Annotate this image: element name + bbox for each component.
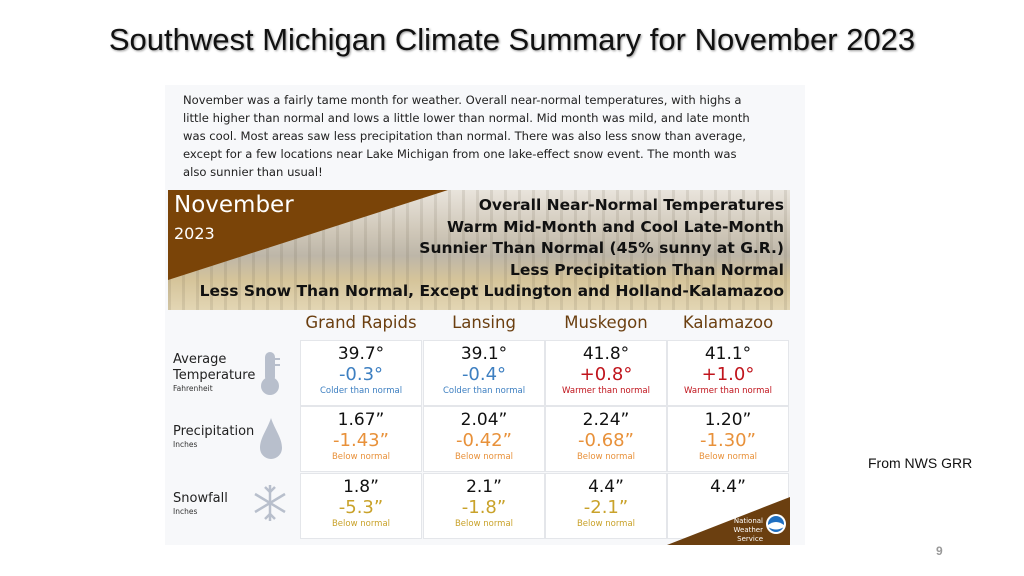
page-number: 9 <box>936 544 943 558</box>
intro-line: was cool. Most areas saw less precipitat… <box>183 129 746 143</box>
cell-note: Warmer than normal <box>562 386 650 396</box>
cell-note: Below normal <box>454 519 514 529</box>
intro-line: except for a few locations near Lake Mic… <box>183 147 737 161</box>
noaa-logo-icon <box>766 514 786 534</box>
cell-value: 39.7° <box>337 344 385 364</box>
nws-line1: National <box>733 517 763 525</box>
cell-value: 2.24” <box>582 410 630 430</box>
cell-value: 1.8” <box>343 477 379 497</box>
intro-paragraph: November was a fairly tame month for wea… <box>183 91 783 181</box>
row-unit: Inches <box>173 440 198 449</box>
column-header: Kalamazoo <box>682 313 774 332</box>
row-label: Snowfall Inches <box>173 491 228 516</box>
cell-value: 4.4” <box>588 477 624 497</box>
cell-note: Below normal <box>576 519 636 529</box>
table-cell: 41.1° +1.0° Warmer than normal <box>667 340 789 406</box>
slide-title: Southwest Michigan Climate Summary for N… <box>108 22 916 57</box>
row-label-text: Average <box>173 352 227 367</box>
cell-departure: -1.30” <box>700 430 756 451</box>
cell-note: Below normal <box>331 452 391 462</box>
row-unit: Inches <box>173 507 198 516</box>
cell-value: 2.1” <box>466 477 502 497</box>
table-cell: 1.67” -1.43” Below normal <box>300 406 422 472</box>
snowflake-icon <box>253 483 287 528</box>
cell-value: 41.1° <box>704 344 752 364</box>
cell-note: Below normal <box>698 452 758 462</box>
intro-line: also sunnier than usual! <box>183 165 323 179</box>
column-header: Muskegon <box>564 313 648 332</box>
cell-note: Below normal <box>331 519 391 529</box>
cell-value: 2.04” <box>460 410 508 430</box>
cell-note: Colder than normal <box>319 386 403 396</box>
cell-departure: -5.3” <box>338 497 384 518</box>
banner-headline: Sunnier Than Normal (45% sunny at G.R.) <box>419 239 784 257</box>
cell-departure: -0.68” <box>578 430 634 451</box>
table-cell: 39.1° -0.4° Colder than normal <box>423 340 545 406</box>
table-cell: 2.1” -1.8” Below normal <box>423 473 545 539</box>
cell-note: Below normal <box>454 452 514 462</box>
banner-year: 2023 <box>174 224 215 243</box>
cell-departure: +1.0° <box>701 364 755 385</box>
banner-month: November <box>174 192 294 218</box>
table-cell: 41.8° +0.8° Warmer than normal <box>545 340 667 406</box>
banner-headline: Less Snow Than Normal, Except Ludington … <box>199 282 784 300</box>
cell-value: 39.1° <box>460 344 508 364</box>
table-cell: 2.04” -0.42” Below normal <box>423 406 545 472</box>
column-header: Lansing <box>452 313 516 332</box>
nws-logo-text: National Weather Service <box>713 517 763 544</box>
table-cell: 2.24” -0.68” Below normal <box>545 406 667 472</box>
row-label: Precipitation Inches <box>173 424 254 449</box>
raindrop-icon <box>257 416 285 467</box>
source-note: From NWS GRR <box>868 455 973 471</box>
cell-departure: +0.8° <box>579 364 633 385</box>
cell-departure: -0.3° <box>338 364 384 385</box>
nws-line2: Weather Service <box>733 526 763 543</box>
thermometer-icon <box>257 350 283 401</box>
cell-value: 4.4” <box>710 477 746 497</box>
cell-departure: -1.8” <box>461 497 507 518</box>
column-header: Grand Rapids <box>305 313 417 332</box>
banner-headline: Overall Near-Normal Temperatures <box>478 196 784 214</box>
intro-line: little higher than normal and lows a lit… <box>183 111 750 125</box>
banner-headline: Warm Mid-Month and Cool Late-Month <box>446 217 784 236</box>
table-cell: 1.8” -5.3” Below normal <box>300 473 422 539</box>
cell-departure: -1.43” <box>333 430 389 451</box>
cell-note: Colder than normal <box>442 386 526 396</box>
cell-value: 1.67” <box>337 410 385 430</box>
row-label: Average Temperature Fahrenheit <box>173 352 255 393</box>
climate-summary-image: November was a fairly tame month for wea… <box>165 85 805 545</box>
cell-note: Warmer than normal <box>684 386 772 396</box>
table-cell: 1.20” -1.30” Below normal <box>667 406 789 472</box>
cell-departure: -0.42” <box>456 430 512 451</box>
cell-departure: -2.1” <box>583 497 629 518</box>
intro-line: November was a fairly tame month for wea… <box>183 93 742 107</box>
row-label-text: Snowfall <box>173 491 228 506</box>
table-cell: 4.4” -2.1” Below normal <box>545 473 667 539</box>
table-cell: 39.7° -0.3° Colder than normal <box>300 340 422 406</box>
row-label-text: Temperature <box>173 368 256 383</box>
headline-banner: November 2023 Overall Near-Normal Temper… <box>168 190 790 310</box>
cell-note: Below normal <box>576 452 636 462</box>
cell-value: 1.20” <box>704 410 752 430</box>
cell-value: 41.8° <box>582 344 630 364</box>
row-label-text: Precipitation <box>173 424 255 439</box>
cell-departure: -0.4° <box>461 364 507 385</box>
row-unit: Fahrenheit <box>173 384 213 393</box>
banner-headline: Less Precipitation Than Normal <box>509 260 784 279</box>
